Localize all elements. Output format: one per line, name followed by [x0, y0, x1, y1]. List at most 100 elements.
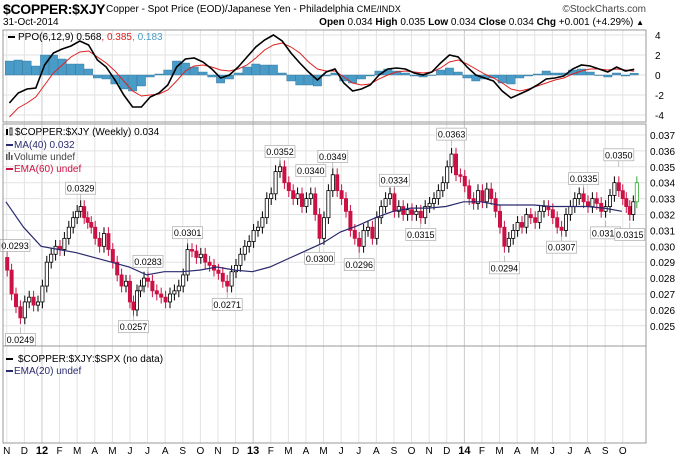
- candle-body: [225, 280, 230, 287]
- x-tick-label: M: [73, 446, 81, 457]
- candle-body: [616, 182, 621, 192]
- ppo-histogram-bar: [22, 60, 32, 76]
- candle-body: [36, 301, 41, 306]
- candle-body: [277, 166, 282, 172]
- x-tick-label: O: [408, 446, 416, 457]
- candle-body: [326, 190, 331, 219]
- candle-body: [330, 174, 335, 192]
- x-tick-label: M: [108, 446, 116, 457]
- ma40-legend-line-icon: [6, 144, 13, 146]
- candle-body: [159, 293, 164, 298]
- candle-body: [189, 249, 194, 252]
- candle-body: [66, 226, 71, 239]
- annotation-label: 0.0352: [266, 147, 294, 157]
- x-tick-label: 13: [247, 445, 259, 457]
- candle-body: [480, 190, 485, 203]
- candle-body: [458, 174, 463, 177]
- candle-body: [542, 206, 547, 212]
- x-tick-label: A: [91, 446, 98, 457]
- open-label: Open: [319, 17, 345, 28]
- candle-body: [304, 198, 309, 207]
- candle-body: [608, 195, 613, 207]
- candle-body: [82, 206, 87, 219]
- ppo-histogram-bar: [401, 72, 410, 76]
- price-y-tick-label: 0.025: [650, 322, 675, 333]
- candle-body: [124, 280, 129, 287]
- candle-body: [172, 290, 177, 295]
- high-value: 0.035: [400, 17, 426, 28]
- price-y-tick-label: 0.035: [650, 163, 675, 174]
- exchange-text: CME/INDX: [356, 4, 401, 14]
- candle-body: [216, 269, 221, 274]
- relative-legend: $COPPER:$XJY:$SPX (no data): [18, 354, 163, 365]
- x-tick-label: O: [196, 446, 204, 457]
- ema60-legend-line-icon: [6, 168, 13, 170]
- candle-body: [260, 217, 265, 228]
- candle-body: [31, 296, 36, 306]
- low-label: Low: [428, 17, 449, 28]
- chart-description: Copper - Spot Price (EOD)/Japanese Yen -…: [106, 4, 401, 15]
- candle-body: [308, 193, 313, 200]
- ppo-panel-frame: [2, 29, 647, 123]
- stockcharts-brand: ©StockCharts.com: [562, 4, 646, 15]
- candle-body: [286, 182, 291, 192]
- ppo-histogram-bar: [603, 74, 613, 78]
- ppo-legend: PPO(6,12,9) 0.568, 0.385, 0.183: [18, 32, 163, 43]
- candle-body: [198, 253, 203, 258]
- axes: N D 12 F M A M J J A S O N D 13 F M A M J J A S O N D 14 F M A M J J A S O4…: [3, 31, 675, 457]
- high-label: High: [375, 17, 398, 28]
- candle-body: [71, 217, 76, 228]
- candle-body: [207, 261, 212, 266]
- annotation-label: 0.0294: [491, 263, 519, 273]
- ppo-histogram-bar: [251, 63, 261, 76]
- annotation-box: [343, 258, 375, 272]
- candle-body: [449, 153, 454, 168]
- candle-body: [22, 301, 27, 319]
- candle-body: [85, 217, 90, 223]
- x-tick-label: F: [479, 446, 485, 457]
- candle-body: [365, 226, 370, 231]
- candle-body: [453, 153, 458, 176]
- x-tick-label: M: [284, 446, 292, 457]
- ppo-histogram-bar: [409, 74, 419, 77]
- candle-body: [27, 296, 32, 303]
- candle-body: [586, 201, 591, 207]
- candle-body: [295, 193, 300, 200]
- volume-bars-icon: [6, 152, 13, 160]
- ppo-histogram-bar: [216, 74, 225, 84]
- annotation-label: 0.0335: [570, 174, 598, 184]
- candle-body: [511, 229, 516, 239]
- ppo-histogram-bar: [269, 64, 278, 76]
- ppo-histogram-bar: [295, 74, 305, 86]
- price-y-tick-label: 0.032: [650, 211, 675, 222]
- candle-body: [176, 285, 181, 292]
- candle-body: [335, 174, 340, 192]
- ema60-legend: EMA(60) undef: [14, 164, 81, 175]
- x-tick-label: D: [21, 446, 28, 457]
- price-y-tick-label: 0.034: [650, 179, 675, 190]
- candle-body: [484, 188, 489, 203]
- ppo-histogram-bar: [145, 74, 155, 78]
- legends: PPO(6,12,9) 0.568, 0.385, 0.183 $COPPER:…: [6, 32, 163, 377]
- x-tick-label: S: [602, 446, 609, 457]
- ppo-histogram-bar: [31, 65, 41, 76]
- ohlc-summary: Open 0.034 High 0.035 Low 0.034 Close 0.…: [319, 17, 644, 28]
- price-y-tick-label: 0.029: [650, 258, 675, 269]
- candle-body: [167, 293, 172, 303]
- candle-body: [53, 245, 58, 255]
- candle-body: [233, 264, 238, 273]
- candle-body: [631, 201, 636, 215]
- ppo-panel: [4, 34, 639, 118]
- ppo-histogram-bar: [154, 73, 164, 76]
- candle-body: [520, 222, 525, 228]
- candle-body: [49, 253, 54, 263]
- candle-body: [357, 237, 362, 247]
- ppo-histogram-bar: [277, 72, 287, 76]
- gridlines: [3, 30, 646, 443]
- x-tick-label: N: [3, 446, 10, 457]
- x-tick-label: M: [495, 446, 503, 457]
- candle-body: [462, 175, 467, 187]
- ppo-histogram-bar: [66, 63, 76, 76]
- ppo-histogram-bar: [49, 54, 58, 76]
